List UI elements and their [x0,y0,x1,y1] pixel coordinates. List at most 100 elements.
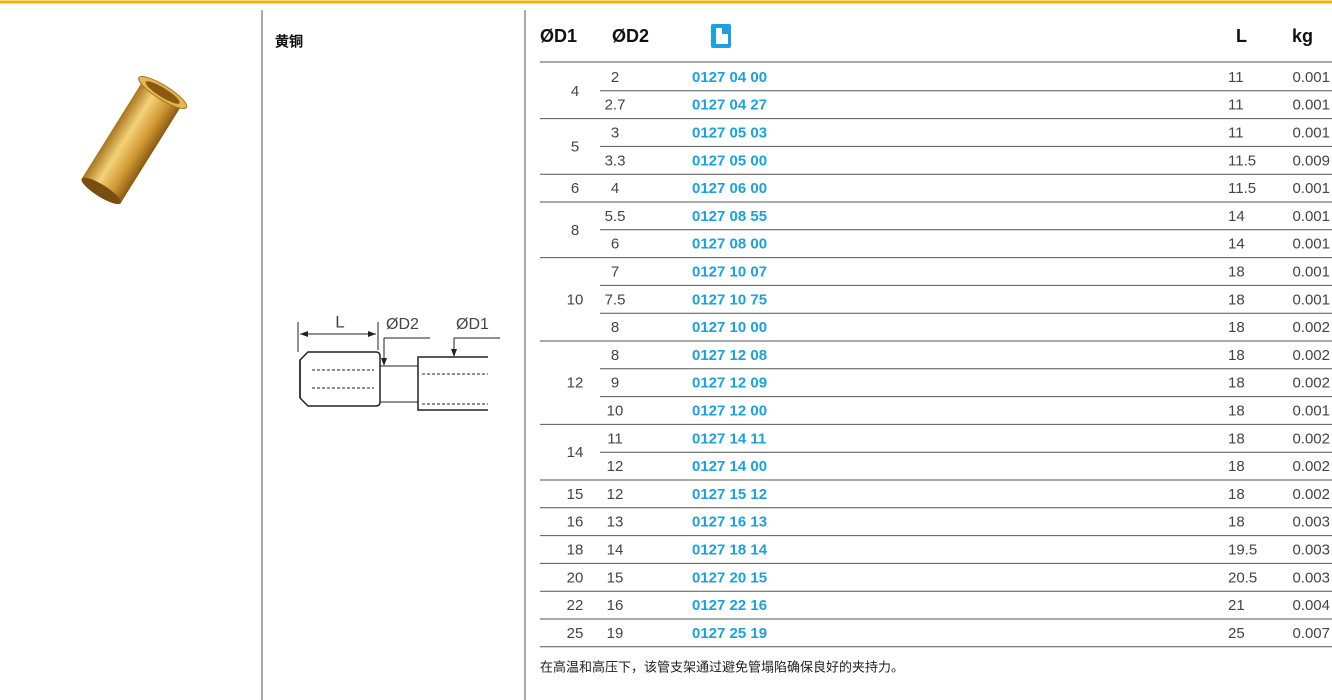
article-code: 0127 08 55 [692,208,767,225]
length: 19.5 [1228,541,1257,558]
inner-diameter: 8 [611,319,619,336]
weight: 0.001 [1292,402,1330,419]
outer-diameter: 18 [567,541,584,558]
inner-diameter: 12 [607,486,624,503]
article-code: 0127 04 27 [692,97,767,114]
article-code: 0127 12 09 [692,375,767,392]
length: 18 [1228,375,1245,392]
weight: 0.003 [1292,569,1330,586]
outer-diameter: 14 [567,444,584,461]
weight: 0.001 [1292,180,1330,197]
length: 11 [1228,69,1244,86]
article-code: 0127 14 00 [692,458,767,475]
inner-diameter: 10 [607,402,624,419]
weight: 0.002 [1292,319,1330,336]
outer-diameter: 10 [567,291,584,308]
length: 18 [1228,514,1245,531]
article-code: 0127 25 19 [692,625,767,642]
inner-diameter: 16 [607,597,624,614]
length: 21 [1228,597,1245,614]
header-weight: kg [1292,26,1313,46]
weight: 0.001 [1292,236,1330,253]
length: 25 [1228,625,1245,642]
length: 11 [1228,97,1244,114]
weight: 0.002 [1292,375,1330,392]
inner-diameter: 11 [607,430,623,447]
header-d2: ØD2 [612,26,649,46]
article-code: 0127 10 00 [692,319,767,336]
length: 11.5 [1228,152,1256,169]
outer-diameter: 8 [571,222,579,239]
inner-diameter: 13 [607,514,624,531]
inner-diameter: 2.7 [605,97,626,114]
length: 14 [1228,236,1245,253]
article-code: 0127 15 12 [692,486,767,503]
weight: 0.001 [1292,291,1330,308]
inner-diameter: 6 [611,236,619,253]
article-code: 0127 10 07 [692,263,767,280]
article-code: 0127 12 08 [692,347,767,364]
weight: 0.001 [1292,97,1330,114]
weight: 0.004 [1292,597,1330,614]
weight: 0.002 [1292,458,1330,475]
length: 18 [1228,486,1245,503]
length: 18 [1228,430,1245,447]
weight: 0.001 [1292,208,1330,225]
weight: 0.009 [1292,152,1330,169]
outer-diameter: 15 [567,486,584,503]
inner-diameter: 2 [611,69,619,86]
length-label: L [335,312,344,331]
article-code: 0127 22 16 [692,597,767,614]
inner-diameter: 3 [611,124,619,141]
weight: 0.001 [1292,124,1330,141]
weight: 0.002 [1292,430,1330,447]
outer-diameter: 6 [571,180,579,197]
inner-diameter: 4 [611,180,619,197]
inner-diameter: 7.5 [605,291,626,308]
length: 11.5 [1228,180,1256,197]
outer-diameter-label: ØD1 [456,316,489,333]
material: 黄铜 [275,34,303,50]
article-code: 0127 10 75 [692,291,767,308]
length: 18 [1228,263,1245,280]
length: 11 [1228,124,1244,141]
weight: 0.002 [1292,347,1330,364]
weight: 0.003 [1292,514,1330,531]
inner-diameter: 12 [607,458,624,475]
outer-diameter: 16 [567,514,584,531]
length: 18 [1228,402,1245,419]
article-code: 0127 14 11 [692,430,766,447]
outer-diameter: 12 [567,375,584,392]
outer-diameter: 25 [567,625,584,642]
inner-diameter: 5.5 [605,208,626,225]
dimension-diagram [297,322,500,411]
length: 20.5 [1228,569,1257,586]
outer-diameter: 20 [567,569,584,586]
header-d1: ØD1 [540,26,577,46]
inner-diameter-label: ØD2 [386,316,419,333]
length: 18 [1228,319,1245,336]
weight: 0.007 [1292,625,1330,642]
article-code: 0127 06 00 [692,180,767,197]
weight: 0.001 [1292,69,1330,86]
inner-diameter: 8 [611,347,619,364]
outer-diameter: 4 [571,83,579,100]
article-code: 0127 05 03 [692,124,767,141]
outer-diameter: 22 [567,597,584,614]
article-code: 0127 08 00 [692,236,767,253]
inner-diameter: 7 [611,263,619,280]
length: 18 [1228,347,1245,364]
product-image [81,76,188,205]
length: 14 [1228,208,1245,225]
length: 18 [1228,291,1245,308]
article-code: 0127 05 00 [692,152,767,169]
article-code: 0127 12 00 [692,402,767,419]
inner-diameter: 9 [611,375,619,392]
inner-diameter: 15 [607,569,624,586]
article-code: 0127 20 15 [692,569,767,586]
outer-diameter: 5 [571,138,579,155]
note: 在高温和高压下，该管支架通过避免管塌陷确保良好的夹持力。 [540,659,904,674]
article-code: 0127 04 00 [692,69,767,86]
